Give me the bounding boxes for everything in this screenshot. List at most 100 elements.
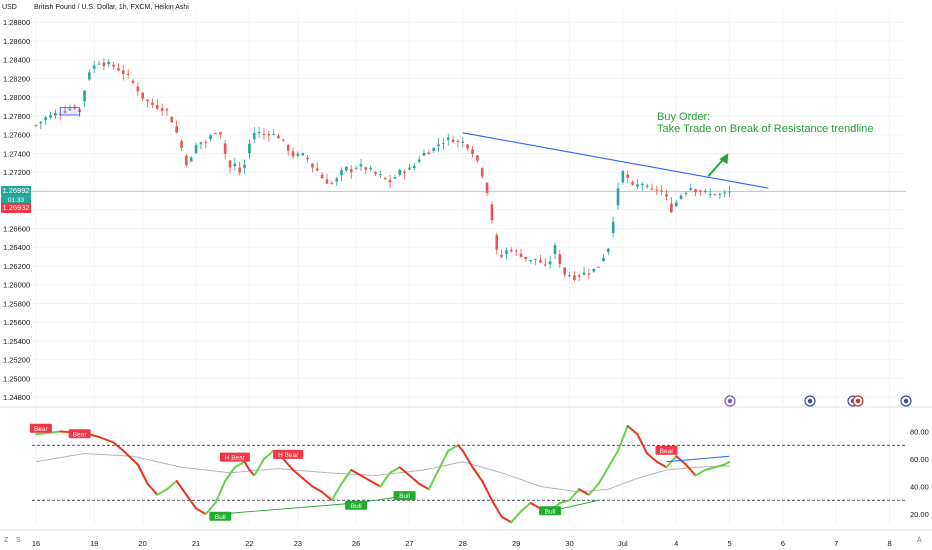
signal-badge-text: H Bear bbox=[278, 452, 299, 459]
osc-line-segment bbox=[292, 469, 304, 480]
candle-body bbox=[408, 167, 411, 170]
candle-body bbox=[432, 148, 435, 151]
candle-body bbox=[39, 121, 43, 124]
candle-body bbox=[582, 272, 586, 275]
osc-line-segment bbox=[389, 466, 401, 474]
candle-body bbox=[393, 177, 397, 179]
candle-body bbox=[214, 133, 217, 135]
osc-line-segment bbox=[165, 480, 178, 491]
osc-line-segment bbox=[714, 463, 726, 469]
candle-body bbox=[238, 167, 241, 173]
candle-body bbox=[175, 126, 178, 133]
bear-signal-badge: H Bear bbox=[219, 452, 250, 462]
candle-body bbox=[607, 248, 610, 252]
candle-body bbox=[708, 193, 712, 195]
candle-body bbox=[209, 135, 212, 140]
osc-line-segment bbox=[224, 466, 236, 482]
candle-body bbox=[505, 250, 508, 254]
osc-line-segment bbox=[248, 469, 256, 477]
osc-line-segment bbox=[98, 436, 115, 444]
candle-body bbox=[141, 92, 144, 99]
osc-line-segment bbox=[146, 482, 159, 496]
candle-body bbox=[495, 235, 499, 250]
osc-line-segment bbox=[626, 425, 639, 436]
osc-line-segment bbox=[156, 488, 168, 496]
resistance-trendline bbox=[462, 132, 769, 189]
us-event-icon bbox=[900, 395, 912, 407]
price-tick-label: 1.26400 bbox=[3, 243, 30, 252]
price-tick-label: 1.25200 bbox=[3, 356, 30, 365]
signal-badge-text: Bull bbox=[399, 493, 410, 500]
candle-body bbox=[83, 90, 86, 102]
osc-line-segment bbox=[321, 491, 333, 502]
bull-signal-badge: Bull bbox=[209, 511, 232, 521]
candle-body bbox=[165, 109, 169, 111]
candle-body bbox=[442, 143, 445, 145]
candle-body bbox=[485, 182, 489, 194]
candle-body bbox=[345, 166, 348, 171]
candle-body bbox=[379, 174, 382, 176]
osc-line-segment bbox=[694, 469, 707, 477]
candle-body bbox=[194, 145, 198, 154]
candle-body bbox=[699, 190, 702, 192]
signal-badge-text: Bull bbox=[215, 514, 226, 521]
candle-body bbox=[650, 188, 654, 190]
osc-line-segment bbox=[204, 502, 217, 515]
osc-line-segment bbox=[655, 460, 668, 469]
osc-line-segment bbox=[607, 449, 619, 469]
candle-body bbox=[257, 131, 261, 134]
annotation-line-2: Take Trade on Break of Resistance trendl… bbox=[657, 123, 874, 135]
price-tick-label: 1.25000 bbox=[3, 374, 30, 383]
candle-body bbox=[44, 117, 47, 120]
candle-body bbox=[413, 165, 416, 169]
price-tick-label: 1.24800 bbox=[3, 393, 30, 402]
osc-line-segment bbox=[529, 502, 542, 510]
osc-line-segment bbox=[282, 458, 295, 471]
osc-line-segment bbox=[704, 466, 716, 471]
osc-line-segment bbox=[437, 449, 450, 471]
signal-badge-text: Bull bbox=[351, 503, 362, 510]
candle-body bbox=[597, 266, 600, 268]
candle-body bbox=[592, 268, 596, 272]
time-tick-label: 30 bbox=[565, 539, 573, 548]
buy-arrow-head bbox=[719, 153, 729, 165]
candle-body bbox=[49, 115, 52, 118]
candle-body bbox=[286, 145, 290, 151]
osc-line-segment bbox=[379, 471, 392, 488]
candle-body bbox=[679, 195, 683, 199]
candle-body bbox=[451, 139, 455, 143]
price-tick-label: 1.28400 bbox=[3, 56, 30, 65]
annotation-text[interactable]: Buy Order: Take Trade on Break of Resist… bbox=[657, 111, 873, 135]
osc-line-segment bbox=[684, 463, 697, 477]
candle-body bbox=[529, 259, 532, 261]
osc-line-segment bbox=[646, 452, 658, 463]
candle-body bbox=[189, 157, 193, 162]
time-tick-label: 26 bbox=[352, 539, 360, 548]
osc-tick-label: 20.00 bbox=[910, 510, 929, 519]
bear-signal-badge: H Bear bbox=[273, 449, 304, 459]
candle-body bbox=[640, 184, 644, 186]
auto-scale-glyph[interactable]: A bbox=[917, 537, 922, 544]
candle-body bbox=[577, 275, 581, 277]
signal-badge-text: Bear bbox=[660, 448, 675, 455]
candle-body bbox=[155, 105, 159, 109]
osc-line-segment bbox=[136, 463, 149, 485]
candle-body bbox=[369, 167, 372, 170]
osc-line-segment bbox=[490, 499, 503, 518]
price-tick-label: 1.27400 bbox=[3, 149, 30, 158]
candle-body bbox=[160, 108, 164, 112]
candle-body bbox=[422, 152, 426, 156]
osc-signal-line bbox=[35, 452, 730, 493]
price-tick-label: 1.26000 bbox=[3, 281, 30, 290]
candle-body bbox=[636, 184, 639, 187]
time-tick-label: 29 bbox=[512, 539, 520, 548]
scale-glyph[interactable]: S bbox=[16, 537, 21, 544]
symbol-title[interactable]: British Pound / U.S. Dollar, 1h, FXCM, H… bbox=[34, 4, 189, 11]
candle-body bbox=[359, 164, 363, 167]
osc-line-segment bbox=[369, 480, 382, 488]
osc-line-segment bbox=[597, 466, 610, 485]
candle-body bbox=[602, 258, 605, 262]
zoom-glyph[interactable]: Z bbox=[4, 537, 9, 544]
candle-body bbox=[223, 143, 227, 154]
